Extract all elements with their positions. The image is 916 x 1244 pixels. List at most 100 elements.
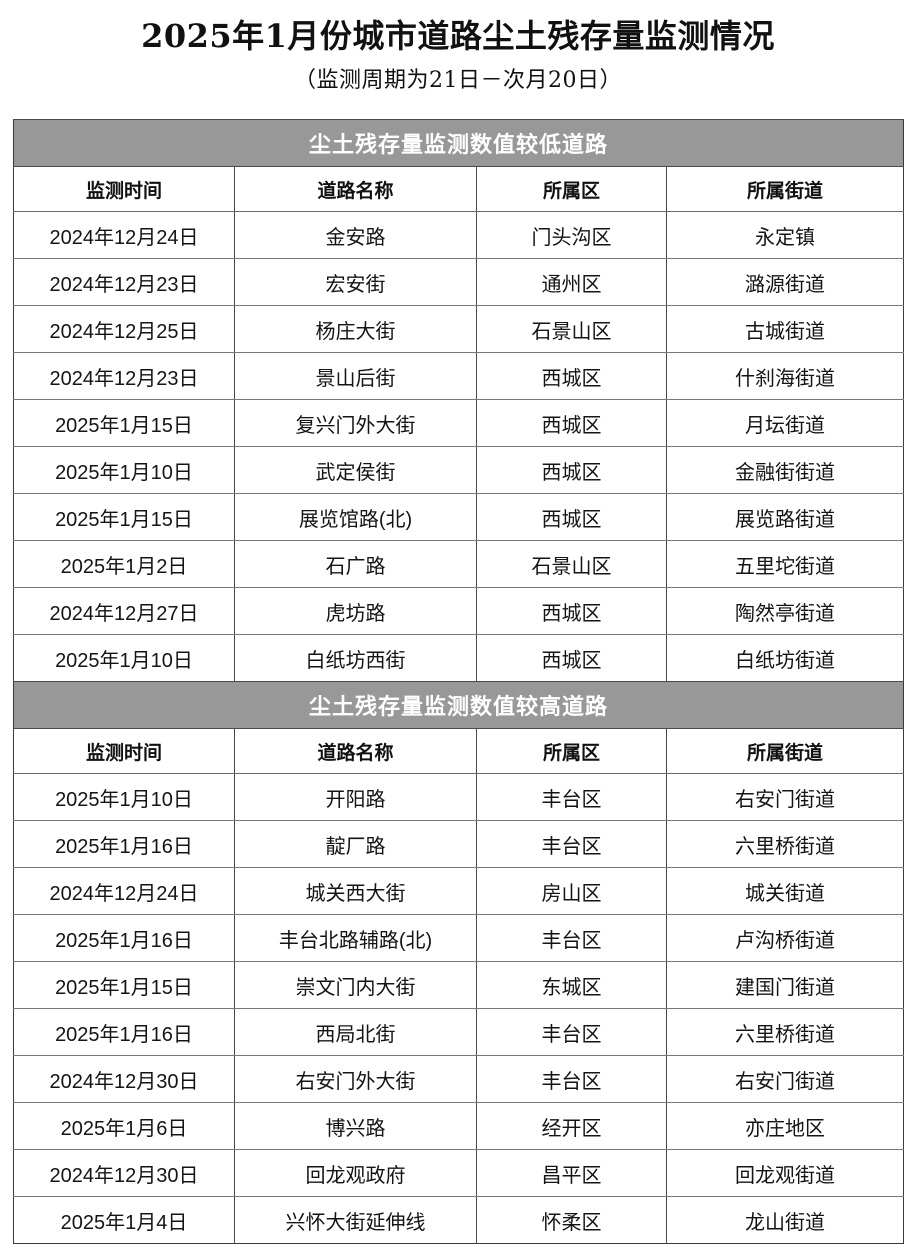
- cell-street: 永定镇: [666, 211, 904, 259]
- column-header-district: 所属区: [476, 728, 667, 774]
- column-header-street: 所属街道: [666, 728, 904, 774]
- cell-street: 城关街道: [666, 867, 904, 915]
- page-title: 2025年1月份城市道路尘土残存量监测情况: [141, 17, 775, 55]
- cell-monitoring-time: 2025年1月6日: [13, 1102, 235, 1150]
- cell-street: 六里桥街道: [666, 820, 904, 868]
- cell-monitoring-time: 2025年1月4日: [13, 1196, 235, 1244]
- cell-monitoring-time: 2024年12月30日: [13, 1149, 235, 1197]
- table-row: 2025年1月10日 白纸坊西街 西城区 白纸坊街道: [13, 634, 904, 682]
- table-row: 2024年12月24日 金安路 门头沟区 永定镇: [13, 211, 904, 259]
- column-header-road-name: 道路名称: [234, 728, 477, 774]
- cell-road-name: 博兴路: [234, 1102, 477, 1150]
- cell-street: 古城街道: [666, 305, 904, 353]
- dust-monitoring-table: 尘土残存量监测数值较低道路 监测时间 道路名称 所属区 所属街道 2024年12月24日金…: [13, 119, 905, 1244]
- cell-district: 西城区: [476, 352, 667, 400]
- cell-road-name: 开阳路: [234, 773, 477, 821]
- cell-street: 回龙观街道: [666, 1149, 904, 1197]
- column-header-row: 监测时间 道路名称 所属区 所属街道: [13, 166, 904, 212]
- cell-district: 西城区: [476, 587, 667, 635]
- cell-monitoring-time: 2025年1月15日: [13, 961, 235, 1009]
- table-row: 2025年1月16日 西局北街 丰台区 六里桥街道: [13, 1008, 904, 1056]
- cell-monitoring-time: 2025年1月15日: [13, 493, 235, 541]
- cell-district: 丰台区: [476, 1055, 667, 1103]
- column-header-row: 监测时间 道路名称 所属区 所属街道: [13, 728, 904, 774]
- cell-street: 展览路街道: [666, 493, 904, 541]
- cell-district: 西城区: [476, 399, 667, 447]
- cell-road-name: 武定侯街: [234, 446, 477, 494]
- cell-street: 五里坨街道: [666, 540, 904, 588]
- column-header-street: 所属街道: [666, 166, 904, 212]
- cell-road-name: 丰台北路辅路(北): [234, 914, 477, 962]
- table-row: 2025年1月15日 崇文门内大街 东城区 建国门街道: [13, 961, 904, 1009]
- cell-road-name: 虎坊路: [234, 587, 477, 635]
- cell-monitoring-time: 2024年12月30日: [13, 1055, 235, 1103]
- cell-monitoring-time: 2025年1月2日: [13, 540, 235, 588]
- cell-district: 石景山区: [476, 540, 667, 588]
- table-row: 2025年1月2日 石广路 石景山区 五里坨街道: [13, 540, 904, 588]
- cell-street: 亦庄地区: [666, 1102, 904, 1150]
- title-block: 2025年1月份城市道路尘土残存量监测情况 （监测周期为21日－次月20日）: [0, 0, 916, 94]
- cell-road-name: 金安路: [234, 211, 477, 259]
- cell-district: 通州区: [476, 258, 667, 306]
- table-row: 2025年1月10日 武定侯街 西城区 金融街街道: [13, 446, 904, 494]
- table-row: 2025年1月16日 丰台北路辅路(北) 丰台区 卢沟桥街道: [13, 914, 904, 962]
- column-header-monitoring-time: 监测时间: [13, 166, 235, 212]
- cell-road-name: 宏安街: [234, 258, 477, 306]
- cell-road-name: 白纸坊西街: [234, 634, 477, 682]
- cell-road-name: 展览馆路(北): [234, 493, 477, 541]
- cell-road-name: 西局北街: [234, 1008, 477, 1056]
- cell-road-name: 崇文门内大街: [234, 961, 477, 1009]
- column-header-monitoring-time: 监测时间: [13, 728, 235, 774]
- cell-district: 房山区: [476, 867, 667, 915]
- cell-road-name: 杨庄大街: [234, 305, 477, 353]
- page-subtitle: （监测周期为21日－次月20日）: [294, 67, 622, 93]
- cell-monitoring-time: 2025年1月15日: [13, 399, 235, 447]
- column-header-road-name: 道路名称: [234, 166, 477, 212]
- cell-monitoring-time: 2025年1月10日: [13, 446, 235, 494]
- section-heading: 尘土残存量监测数值较高道路: [13, 681, 904, 729]
- cell-monitoring-time: 2025年1月10日: [13, 773, 235, 821]
- cell-street: 什刹海街道: [666, 352, 904, 400]
- cell-street: 龙山街道: [666, 1196, 904, 1244]
- cell-district: 丰台区: [476, 1008, 667, 1056]
- cell-street: 金融街街道: [666, 446, 904, 494]
- cell-monitoring-time: 2025年1月10日: [13, 634, 235, 682]
- table-row: 2024年12月25日 杨庄大街 石景山区 古城街道: [13, 305, 904, 353]
- report-table-wrapper: 尘土残存量监测数值较低道路 监测时间 道路名称 所属区 所属街道 2024年12月24日金…: [13, 119, 905, 1244]
- table-row: 2025年1月4日 兴怀大街延伸线 怀柔区 龙山街道: [13, 1196, 904, 1244]
- cell-monitoring-time: 2024年12月27日: [13, 587, 235, 635]
- cell-monitoring-time: 2025年1月16日: [13, 914, 235, 962]
- cell-street: 潞源街道: [666, 258, 904, 306]
- table-row: 2025年1月10日 开阳路 丰台区 右安门街道: [13, 773, 904, 821]
- column-header-district: 所属区: [476, 166, 667, 212]
- cell-road-name: 石广路: [234, 540, 477, 588]
- table-row: 2025年1月15日 复兴门外大街 西城区 月坛街道: [13, 399, 904, 447]
- table-row: 2025年1月6日 博兴路 经开区 亦庄地区: [13, 1102, 904, 1150]
- table-row: 2024年12月24日 城关西大街 房山区 城关街道: [13, 867, 904, 915]
- section-header-row: 尘土残存量监测数值较低道路: [13, 119, 904, 167]
- cell-street: 卢沟桥街道: [666, 914, 904, 962]
- cell-district: 东城区: [476, 961, 667, 1009]
- cell-monitoring-time: 2024年12月24日: [13, 867, 235, 915]
- table-row: 2025年1月16日 靛厂路 丰台区 六里桥街道: [13, 820, 904, 868]
- table-row: 2024年12月30日 右安门外大街 丰台区 右安门街道: [13, 1055, 904, 1103]
- cell-monitoring-time: 2024年12月23日: [13, 258, 235, 306]
- cell-street: 右安门街道: [666, 1055, 904, 1103]
- cell-monitoring-time: 2025年1月16日: [13, 820, 235, 868]
- cell-monitoring-time: 2025年1月16日: [13, 1008, 235, 1056]
- cell-road-name: 复兴门外大街: [234, 399, 477, 447]
- cell-road-name: 右安门外大街: [234, 1055, 477, 1103]
- cell-street: 六里桥街道: [666, 1008, 904, 1056]
- cell-road-name: 兴怀大街延伸线: [234, 1196, 477, 1244]
- cell-road-name: 景山后街: [234, 352, 477, 400]
- cell-district: 西城区: [476, 634, 667, 682]
- cell-district: 怀柔区: [476, 1196, 667, 1244]
- cell-road-name: 城关西大街: [234, 867, 477, 915]
- table-row: 2024年12月30日 回龙观政府 昌平区 回龙观街道: [13, 1149, 904, 1197]
- cell-district: 昌平区: [476, 1149, 667, 1197]
- table-row: 2024年12月23日 宏安街 通州区 潞源街道: [13, 258, 904, 306]
- cell-district: 门头沟区: [476, 211, 667, 259]
- section-header-row: 尘土残存量监测数值较高道路: [13, 681, 904, 729]
- cell-district: 西城区: [476, 493, 667, 541]
